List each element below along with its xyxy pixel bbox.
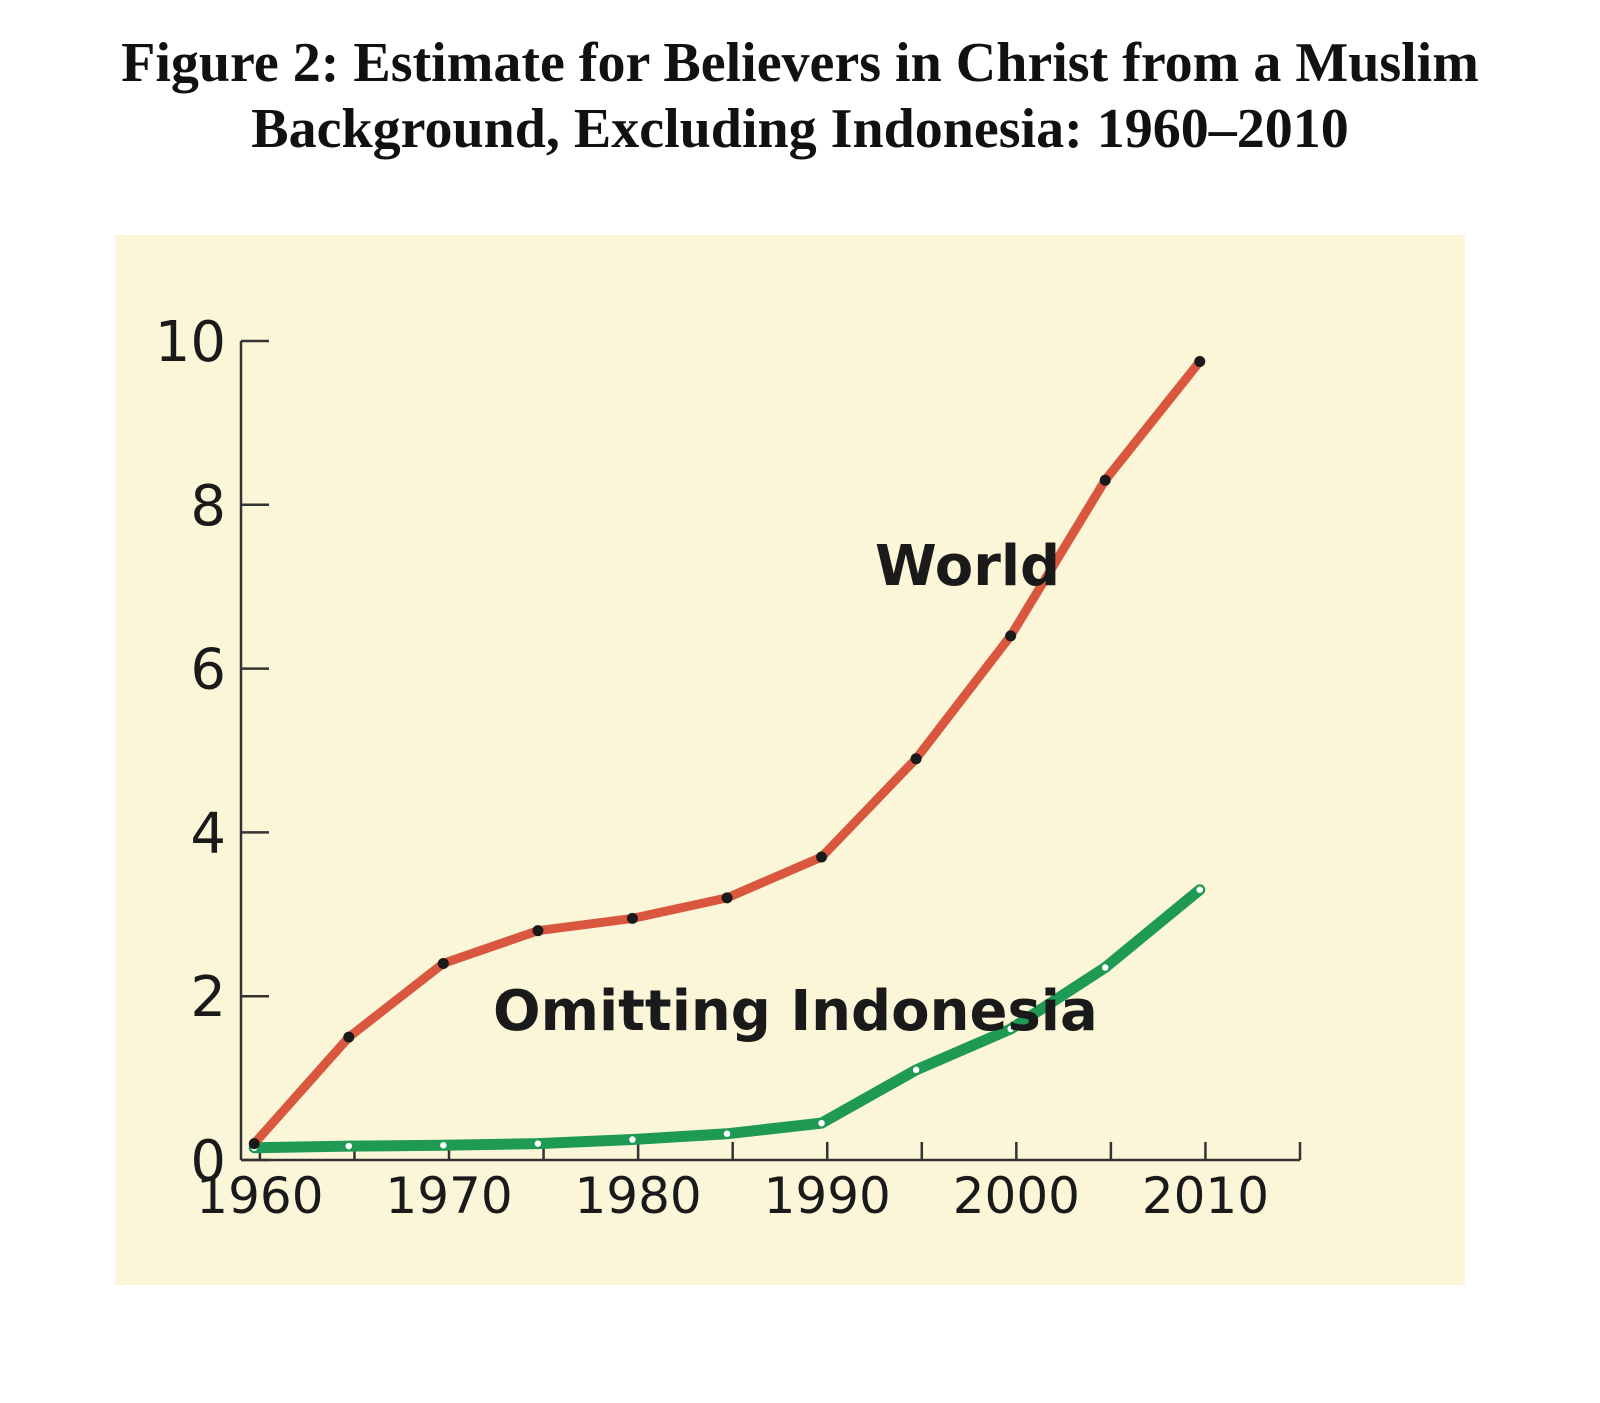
- data-point-world: [437, 957, 449, 969]
- figure-title-line-1: Figure 2: Estimate for Believers in Chri…: [121, 32, 1479, 94]
- x-tick-label: 1980: [575, 1167, 702, 1225]
- chart-panel: [115, 235, 1465, 1285]
- data-point-world: [626, 912, 638, 924]
- figure-title-line-2: Background, Excluding Indonesia: 1960–20…: [251, 98, 1349, 160]
- series-label-omitting-indonesia: Omitting Indonesia: [493, 979, 1098, 1044]
- y-tick-label: 10: [155, 310, 226, 375]
- y-tick-label: 0: [190, 1129, 226, 1194]
- y-tick-label: 4: [190, 801, 226, 866]
- y-tick-label: 8: [190, 474, 226, 539]
- data-point-omitting-indonesia: [1195, 884, 1205, 895]
- data-point-world: [1194, 355, 1206, 367]
- x-tick-label: 1990: [764, 1167, 891, 1225]
- data-point-omitting-indonesia: [533, 1138, 543, 1149]
- series-layer: [248, 355, 1206, 1154]
- data-point-omitting-indonesia: [816, 1118, 827, 1128]
- data-point-omitting-indonesia: [911, 1065, 921, 1075]
- data-point-world: [816, 851, 828, 863]
- data-point-world: [1099, 474, 1111, 486]
- x-tick-label: 1960: [196, 1167, 323, 1225]
- data-point-omitting-indonesia: [1005, 1024, 1016, 1034]
- figure-title: Figure 2: Estimate for Believers in Chri…: [0, 30, 1600, 162]
- y-tick-label: 6: [190, 638, 226, 703]
- data-point-omitting-indonesia: [1100, 962, 1110, 973]
- data-point-omitting-indonesia: [722, 1129, 732, 1139]
- data-point-world: [532, 925, 544, 937]
- data-point-world: [343, 1031, 355, 1043]
- data-point-world: [248, 1138, 260, 1150]
- data-point-world: [1005, 630, 1017, 642]
- series-label-world: World: [875, 534, 1060, 599]
- label-layer: World Omitting Indonesia: [493, 534, 1098, 1044]
- x-tick-label: 2010: [1142, 1167, 1269, 1225]
- data-point-world: [910, 753, 922, 765]
- chart-axes: 0 2 4 6 8 10 1960 1970 1980 1990 2000 2010: [155, 310, 1302, 1225]
- data-point-omitting-indonesia: [438, 1140, 449, 1151]
- data-point-omitting-indonesia: [344, 1141, 354, 1151]
- data-point-omitting-indonesia: [627, 1134, 638, 1145]
- data-point-world: [721, 892, 733, 904]
- x-tick-label: 2000: [953, 1167, 1080, 1225]
- x-tick-label: 1970: [385, 1167, 512, 1225]
- y-tick-label: 2: [190, 965, 226, 1030]
